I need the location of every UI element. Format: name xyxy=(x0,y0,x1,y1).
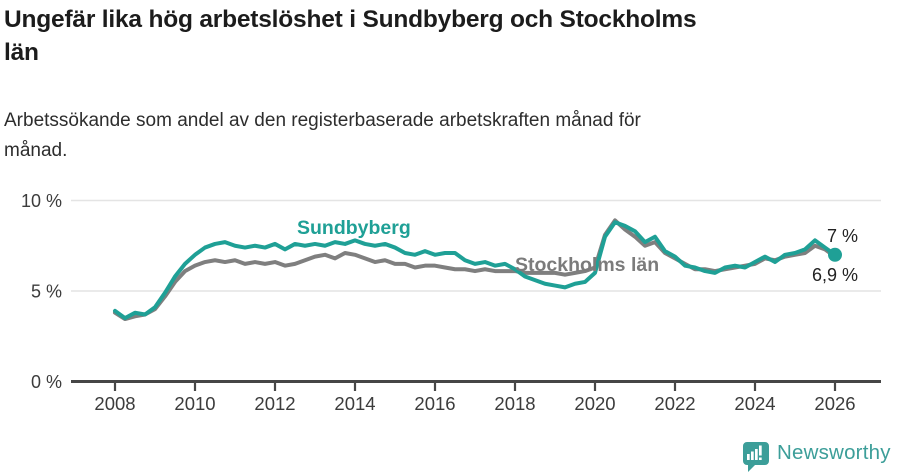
chart-title-line1: Ungefär lika hög arbetslöshet i Sundbybe… xyxy=(4,6,697,33)
x-tick-label: 2018 xyxy=(494,393,535,414)
series-end-dot xyxy=(828,247,842,262)
x-tick-label: 2008 xyxy=(94,393,135,414)
x-tick-label: 2010 xyxy=(174,393,215,414)
x-tick-label: 2024 xyxy=(734,393,775,414)
x-tick-label: 2022 xyxy=(654,393,695,414)
x-tick-label: 2026 xyxy=(814,393,855,414)
x-axis xyxy=(113,383,837,391)
y-tick-label: 5 % xyxy=(31,282,62,302)
newsworthy-wordmark: Newsworthy xyxy=(777,441,891,464)
x-tick-label: 2014 xyxy=(334,393,375,414)
chart-title-line2: län xyxy=(4,39,39,66)
series-label-sundbyberg: Sundbyberg xyxy=(297,217,411,239)
x-tick-label: 2016 xyxy=(414,393,455,414)
y-gridlines xyxy=(71,199,881,383)
chart-title: Ungefär lika hög arbetslöshet i Sundbybe… xyxy=(4,3,896,69)
newsworthy-logo-icon xyxy=(743,441,769,472)
x-axis-labels: 2008 2010 2012 2014 2016 2018 2020 2022 2024 2026 xyxy=(94,393,855,414)
end-value-label-stockholms-lan: 6,9 % xyxy=(812,265,859,285)
chart-subtitle-line1: Arbetssökande som andel av den registerb… xyxy=(4,110,641,131)
series-lines xyxy=(113,218,842,322)
chart-subtitle-line2: månad. xyxy=(4,140,68,161)
series-line-sundbyberg xyxy=(113,220,837,321)
x-tick-label: 2012 xyxy=(254,393,295,414)
chart-subtitle: Arbetssökande som andel av den registerb… xyxy=(4,106,864,166)
series-label-stockholms-lan: Stockholms län xyxy=(515,254,660,276)
newsworthy-brand: Newsworthy xyxy=(740,440,891,472)
x-tick-label: 2020 xyxy=(574,393,615,414)
y-tick-label: 10 % xyxy=(21,191,62,211)
y-axis-labels: 0 % 5 % 10 % xyxy=(21,191,62,392)
y-tick-label: 0 % xyxy=(31,372,62,392)
series-line-stockholms-l-n xyxy=(113,218,837,322)
end-value-label-sundbyberg: 7 % xyxy=(827,226,859,246)
